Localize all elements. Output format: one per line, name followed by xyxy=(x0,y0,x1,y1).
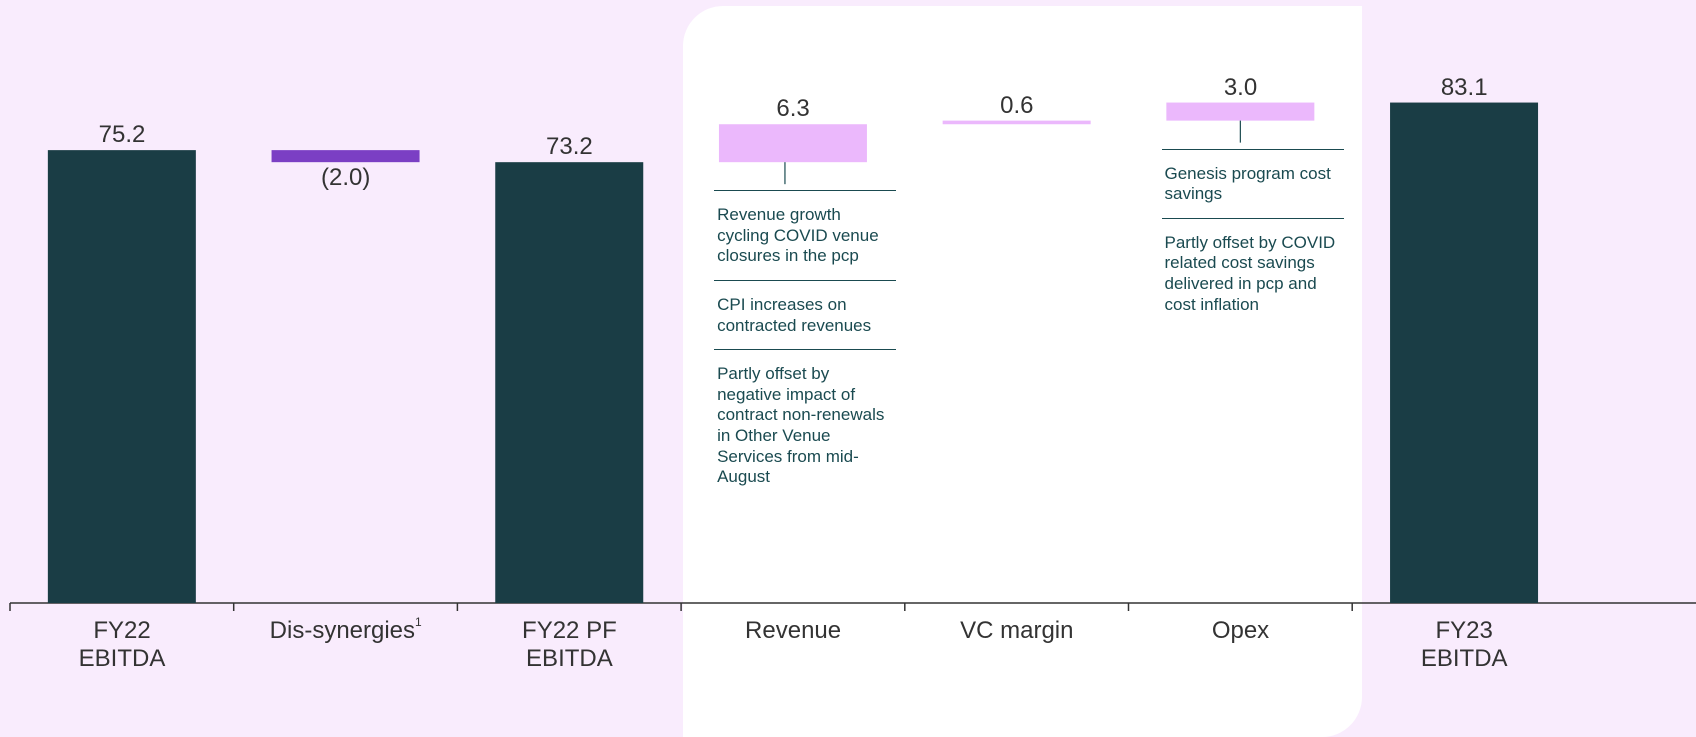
annotation: Revenue growth cycling COVID venue closu… xyxy=(714,190,897,501)
footnote-mark: 1 xyxy=(415,615,422,629)
value-label: 75.2 xyxy=(98,121,146,149)
annotation-item: CPI increases on contracted revenues xyxy=(714,279,897,349)
bar xyxy=(942,120,1091,125)
annotation-item: Genesis program cost savings xyxy=(1161,148,1344,218)
bar xyxy=(47,150,196,603)
value-label: 3.0 xyxy=(1223,73,1258,101)
annotation: Genesis program cost savings Partly offse… xyxy=(1161,148,1344,329)
value-label: 6.3 xyxy=(776,95,810,123)
category-name: Revenue xyxy=(745,617,842,644)
x-tick-label: VC margin xyxy=(905,617,1129,645)
x-tick-label: FY22 EBITDA xyxy=(10,617,234,673)
x-tick-label: Revenue xyxy=(681,617,905,645)
category-name: FY22 PF EBITDA xyxy=(522,617,617,672)
bar xyxy=(495,162,644,603)
bar xyxy=(271,150,420,163)
value-label: 0.6 xyxy=(1000,91,1034,119)
bar xyxy=(1390,102,1539,603)
annotation-item: Partly offset by COVID related cost savi… xyxy=(1161,217,1344,328)
value-label: 83.1 xyxy=(1440,73,1488,101)
annotation-item: Revenue growth cycling COVID venue closu… xyxy=(714,190,897,280)
value-label: (2.0) xyxy=(321,164,371,192)
category-name: VC margin xyxy=(960,617,1074,644)
x-tick-label: Opex xyxy=(1129,617,1353,645)
bar xyxy=(1166,102,1315,121)
category-name: FY22 EBITDA xyxy=(78,617,166,672)
bar xyxy=(718,124,867,163)
x-tick-label: Dis-synergies1 xyxy=(234,615,458,645)
category-name: FY23 EBITDA xyxy=(1420,617,1508,672)
annotation-item: Partly offset by negative impact of cont… xyxy=(714,349,897,501)
x-tick-label: FY22 PF EBITDA xyxy=(457,617,681,673)
category-name: Dis-synergies xyxy=(269,617,416,644)
x-tick-label: FY23 EBITDA xyxy=(1352,617,1576,673)
category-name: Opex xyxy=(1211,617,1270,644)
value-label: 73.2 xyxy=(546,133,593,161)
